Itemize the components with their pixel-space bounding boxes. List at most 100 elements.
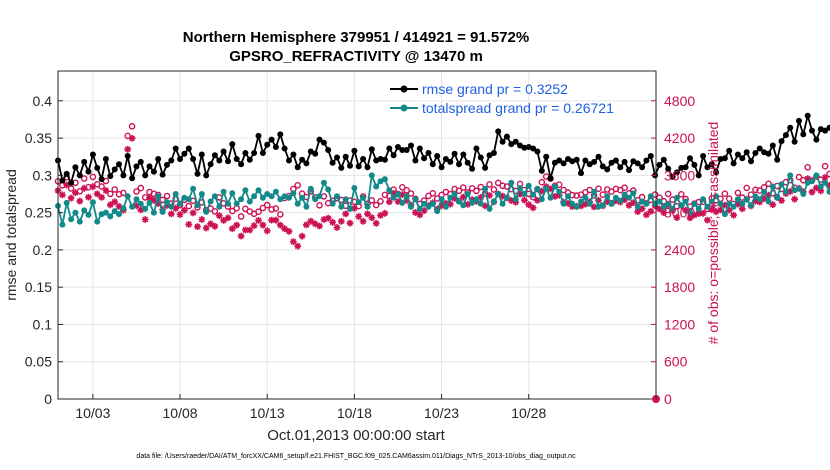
- obs-possible-point: [272, 205, 280, 212]
- obs-assimilated-point: [721, 201, 729, 209]
- rmse-point: [381, 156, 388, 163]
- totalspread-point: [316, 193, 323, 200]
- totalspread-point: [408, 203, 414, 210]
- y-right-tick-label: 3000: [664, 205, 695, 221]
- obs-assimilated-point: [734, 200, 742, 208]
- totalspread-point: [421, 200, 428, 207]
- totalspread-point: [425, 203, 432, 210]
- obs-assimilated-point: [686, 214, 694, 222]
- obs-assimilated-point: [621, 196, 628, 204]
- rmse-point: [695, 172, 702, 179]
- rmse-point: [177, 156, 183, 162]
- rmse-point: [133, 163, 140, 170]
- obs-possible-point: [573, 192, 581, 199]
- obs-possible-point: [795, 173, 803, 181]
- rmse-point: [390, 152, 397, 159]
- y-tick-label: 0.4: [33, 93, 53, 109]
- obs-assimilated-point: [263, 227, 271, 235]
- rmse-point: [360, 156, 367, 162]
- obs-assimilated-point: [451, 194, 459, 202]
- totalspread-point: [604, 193, 611, 200]
- totalspread-point: [700, 196, 707, 203]
- obs-assimilated-point: [137, 206, 145, 214]
- rmse-point: [517, 142, 523, 149]
- obs-assimilated-point: [106, 201, 114, 209]
- obs-possible-point: [734, 189, 742, 197]
- obs-assimilated-point: [246, 226, 254, 234]
- totalspread-point: [155, 193, 162, 200]
- rmse-point: [756, 145, 763, 152]
- totalspread-point: [543, 185, 550, 192]
- totalspread-point: [255, 187, 262, 194]
- obs-assimilated-point: [551, 192, 559, 200]
- totalspread-point: [133, 196, 140, 203]
- rmse-point: [490, 150, 497, 156]
- rmse-point: [429, 161, 436, 168]
- totalspread-point: [251, 193, 258, 200]
- rmse-point: [403, 147, 410, 153]
- obs-assimilated-point: [769, 201, 777, 209]
- obs-assimilated-point: [629, 199, 637, 207]
- obs-assimilated-point: [555, 191, 563, 199]
- obs-possible-point: [595, 185, 602, 192]
- totalspread-point: [129, 203, 136, 210]
- totalspread-point: [482, 185, 489, 192]
- rmse-point: [259, 150, 266, 156]
- rmse-point: [442, 156, 449, 162]
- obs-assimilated-point: [346, 219, 354, 227]
- totalspread-point: [299, 194, 306, 201]
- rmse-point: [438, 164, 445, 171]
- totalspread-point: [730, 203, 737, 210]
- y-axis-right-label: # of obs: o=possible; ∗=assimilated: [705, 122, 721, 345]
- obs-possible-point: [455, 187, 463, 195]
- totalspread-point: [617, 197, 624, 204]
- totalspread-point: [429, 200, 436, 207]
- obs-assimilated-point: [390, 189, 398, 197]
- totalspread-point: [360, 194, 367, 201]
- x-axis-ticks: 10/03 10/08 10/13 10/18 10/23 10/28: [75, 394, 546, 421]
- y-axis-right-ticks: 0 600 1200 1800 2400 3000 3600 4200 4800: [651, 93, 695, 407]
- obs-assimilated-point: [416, 211, 424, 219]
- rmse-point: [556, 157, 563, 164]
- obs-assimilated-point: [359, 217, 367, 225]
- totalspread-point: [782, 188, 789, 195]
- rmse-point: [639, 164, 646, 171]
- obs-assimilated-point: [590, 203, 598, 211]
- y-right-tick-label: 4800: [664, 93, 695, 109]
- rmse-point: [355, 163, 362, 170]
- totalspread-point: [198, 191, 205, 197]
- rmse-point: [482, 164, 489, 171]
- totalspread-point: [68, 216, 75, 223]
- totalspread-point: [826, 188, 830, 195]
- totalspread-point: [334, 193, 340, 200]
- obs-assimilated-point: [385, 198, 393, 206]
- obs-possible-point: [743, 184, 751, 192]
- rmse-point: [181, 150, 188, 157]
- totalspread-point: [303, 203, 310, 210]
- obs-assimilated-point: [529, 204, 537, 212]
- obs-assimilated-point: [660, 209, 668, 217]
- rmse-point: [164, 161, 170, 168]
- totalspread-point: [687, 209, 693, 216]
- rmse-point: [129, 175, 136, 182]
- rmse-point: [264, 141, 271, 148]
- obs-assimilated-point: [80, 184, 88, 192]
- totalspread-point: [272, 188, 279, 195]
- totalspread-point: [608, 200, 615, 207]
- rmse-point: [782, 132, 789, 139]
- totalspread-point: [238, 196, 245, 203]
- totalspread-point: [416, 205, 423, 212]
- rmse-point: [168, 157, 175, 164]
- rmse-point: [229, 141, 236, 148]
- rmse-point: [211, 152, 218, 159]
- obs-assimilated-point: [778, 197, 785, 204]
- totalspread-point: [229, 190, 236, 197]
- totalspread-point: [656, 198, 663, 205]
- obs-assimilated-point: [691, 211, 698, 219]
- rmse-point: [329, 159, 336, 166]
- rmse-point: [586, 161, 593, 168]
- x-tick-label: 10/23: [424, 405, 459, 421]
- rmse-point: [220, 148, 227, 155]
- y-axis-ticks: 0 0.05 0.1 0.15 0.2 0.25 0.3 0.35 0.4: [25, 93, 63, 407]
